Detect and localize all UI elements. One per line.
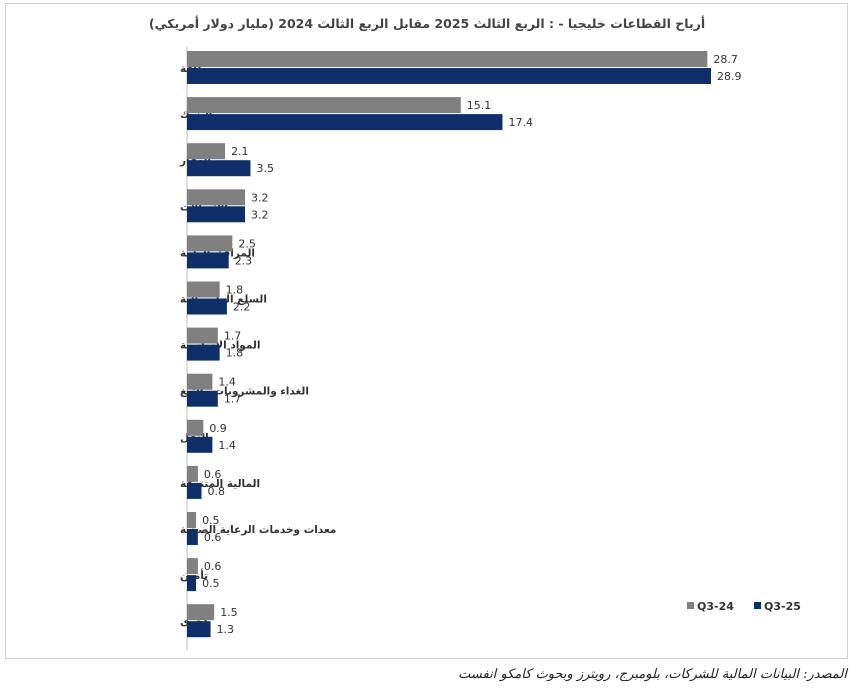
bar-q3-24	[187, 51, 708, 67]
bar-q3-25	[187, 575, 197, 592]
bar-q3-24	[187, 373, 213, 390]
data-label: 28.9	[717, 70, 742, 83]
data-label: 1.8	[226, 284, 244, 297]
bar-q3-25	[187, 344, 220, 361]
bar-q3-25	[187, 68, 711, 84]
bar-q3-24	[187, 604, 215, 621]
data-label: 17.4	[508, 116, 533, 129]
legend-swatch-q3-25	[754, 602, 761, 609]
data-label: 1.4	[218, 439, 236, 452]
bar-q3-24	[187, 189, 246, 206]
data-label: 2.5	[238, 237, 256, 250]
chart-svg: أرباح القطاعات خليجيا - : الربع الثالث 2…	[149, 15, 801, 651]
bar-q3-24	[187, 97, 461, 114]
data-label: 1.8	[226, 347, 244, 360]
bar-q3-24	[187, 327, 218, 344]
legend-swatch-q3-24	[687, 602, 694, 609]
bar-q3-24	[187, 419, 204, 436]
data-label: 1.5	[220, 606, 238, 619]
data-label: 2.2	[233, 301, 251, 314]
legend-label: Q3-25	[764, 600, 801, 613]
data-label: 0.5	[202, 514, 220, 527]
data-label: 1.4	[218, 376, 236, 389]
bar-q3-24	[187, 558, 198, 575]
bar-q3-25	[187, 298, 227, 315]
data-label: 0.6	[204, 531, 222, 544]
data-label: 0.5	[202, 577, 220, 590]
bar-q3-25	[187, 206, 246, 223]
data-label: 1.7	[224, 330, 242, 343]
data-label: 15.1	[467, 99, 492, 112]
bar-q3-25	[187, 482, 202, 499]
data-label: 1.3	[217, 623, 235, 636]
chart-title: أرباح القطاعات خليجيا - : الربع الثالث 2…	[149, 15, 705, 31]
legend-label: Q3-24	[697, 600, 734, 613]
bar-q3-24	[187, 281, 220, 298]
bar-q3-24	[187, 143, 226, 160]
bar-q3-25	[187, 529, 198, 545]
data-label: 2.3	[235, 254, 253, 267]
data-label: 3.5	[256, 162, 274, 175]
data-label: 0.6	[204, 468, 222, 481]
data-label: 3.2	[251, 191, 268, 204]
data-label: 0.8	[208, 485, 226, 498]
data-label: 2.1	[231, 145, 249, 158]
bar-q3-25	[187, 436, 213, 453]
bar-q3-25	[187, 252, 229, 269]
bar-q3-24	[187, 465, 198, 482]
bar-q3-25	[187, 114, 503, 131]
bar-q3-25	[187, 390, 218, 407]
bar-q3-25	[187, 160, 251, 177]
source-note: المصدر: البيانات المالية للشركات، بلومبر…	[458, 667, 847, 682]
bar-q3-24	[187, 235, 233, 252]
data-label: 28.7	[713, 53, 738, 66]
category-label: معدات وخدمات الرعاية الصحية	[180, 524, 336, 536]
bar-q3-25	[187, 621, 211, 638]
data-label: 3.2	[251, 208, 268, 221]
data-label: 0.6	[204, 560, 222, 573]
data-label: 1.7	[224, 393, 242, 406]
bar-q3-24	[187, 512, 197, 528]
chart-frame: أرباح القطاعات خليجيا - : الربع الثالث 2…	[5, 3, 848, 659]
data-label: 0.9	[209, 422, 227, 435]
